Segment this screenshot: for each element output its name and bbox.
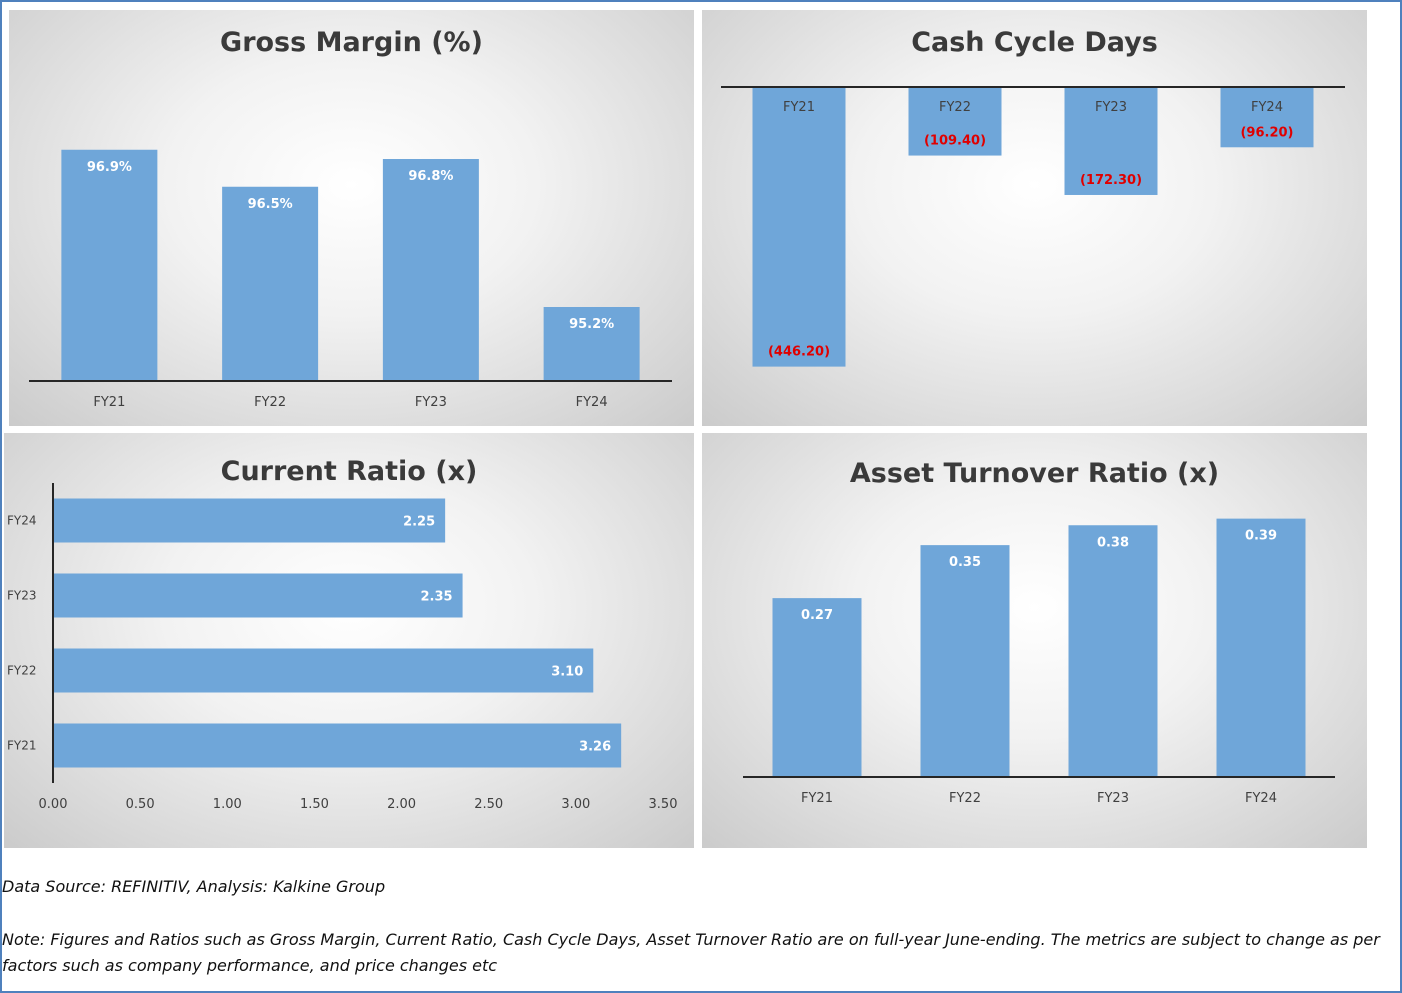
bar-gross-fy21 [61,149,158,381]
category-label: FY22 [254,395,286,410]
category-label: FY22 [7,664,37,678]
asset-turnover-chart: Asset Turnover Ratio (x) 0.27 FY21 0.35 FY2… [702,433,1367,848]
bar-asset-fy21 [772,598,862,777]
gross-margin-chart: Gross Margin (%) 96.9% FY21 96.5% FY22 96.8%… [9,10,694,426]
methodology-note: Note: Figures and Ratios such as Gross M… [2,930,1380,975]
data-label: (109.40) [924,134,986,149]
data-label: 0.39 [1245,529,1277,544]
bar-cash-fy23 [1064,87,1158,195]
gross-margin-plot: 96.9% FY21 96.5% FY22 96.8% FY23 95.2% FY24 [29,149,672,410]
gross-margin-title: Gross Margin (%) [220,27,483,58]
bar-current-fy22 [53,648,594,693]
data-label: 96.8% [408,169,453,184]
bar-cash-fy24 [1220,87,1314,148]
cash-cycle-title: Cash Cycle Days [911,27,1158,58]
x-tick-label: 2.00 [387,797,416,812]
x-tick-label: 0.50 [126,797,155,812]
data-label: 0.27 [801,608,833,623]
x-tick-label: 1.50 [300,797,329,812]
category-label: FY23 [1095,100,1127,115]
bar-asset-fy24 [1216,518,1306,777]
data-label: 96.9% [87,160,132,175]
data-label: 0.38 [1097,535,1129,550]
x-tick-label: 3.50 [649,797,678,812]
x-tick-label: 2.50 [474,797,503,812]
category-label: FY21 [801,791,833,806]
data-source-note: Data Source: REFINITIV, Analysis: Kalkin… [2,877,386,896]
category-label: FY21 [7,739,37,753]
data-label: 3.26 [579,740,611,755]
bar-gross-fy22 [222,186,319,381]
cash-cycle-chart: Cash Cycle Days FY21 (446.20) FY22 (109.40)… [702,10,1367,426]
bar-gross-fy23 [382,159,479,381]
data-label: (172.30) [1080,173,1142,188]
bar-asset-fy22 [920,545,1010,777]
data-label: 2.25 [403,515,435,530]
bar-gross-fy24 [543,307,640,381]
cash-cycle-plot: FY21 (446.20) FY22 (109.40) FY23 (172.30) FY24… [721,86,1345,367]
bar-asset-fy23 [1068,525,1158,777]
category-label: FY24 [1251,100,1283,115]
current-ratio-chart: Current Ratio (x) 2.25 FY24 2.35 FY23 3.10 FY… [4,433,694,848]
bar-current-fy24 [53,498,446,543]
x-tick-label: 0.00 [39,797,68,812]
bar-cash-fy22 [908,87,1002,156]
category-label: FY21 [783,100,815,115]
x-tick-label: 1.00 [213,797,242,812]
category-label: FY23 [7,589,37,603]
bar-current-fy23 [53,573,463,618]
data-label: 96.5% [248,197,293,212]
bar-current-fy21 [53,723,622,768]
category-label: FY23 [415,395,447,410]
data-label: 0.35 [949,555,981,570]
category-label: FY24 [576,395,608,410]
category-label: FY24 [7,514,37,528]
category-label: FY24 [1245,791,1277,806]
category-label: FY22 [939,100,971,115]
category-label: FY22 [949,791,981,806]
current-ratio-plot: 2.25 FY24 2.35 FY23 3.10 FY22 3.26 FY21 0.00 0.50… [7,483,678,812]
data-label: 2.35 [420,590,452,605]
current-ratio-title: Current Ratio (x) [220,456,478,487]
x-tick-label: 3.00 [561,797,590,812]
asset-turnover-title: Asset Turnover Ratio (x) [849,458,1220,489]
data-label: 3.10 [551,665,583,680]
data-label: 95.2% [569,317,614,332]
asset-turnover-plot: 0.27 FY21 0.35 FY22 0.38 FY23 0.39 FY24 [743,518,1335,806]
data-label: (96.20) [1240,125,1293,140]
category-label: FY23 [1097,791,1129,806]
bar-cash-fy21 [752,87,846,367]
data-label: (446.20) [768,345,830,360]
category-label: FY21 [93,395,125,410]
